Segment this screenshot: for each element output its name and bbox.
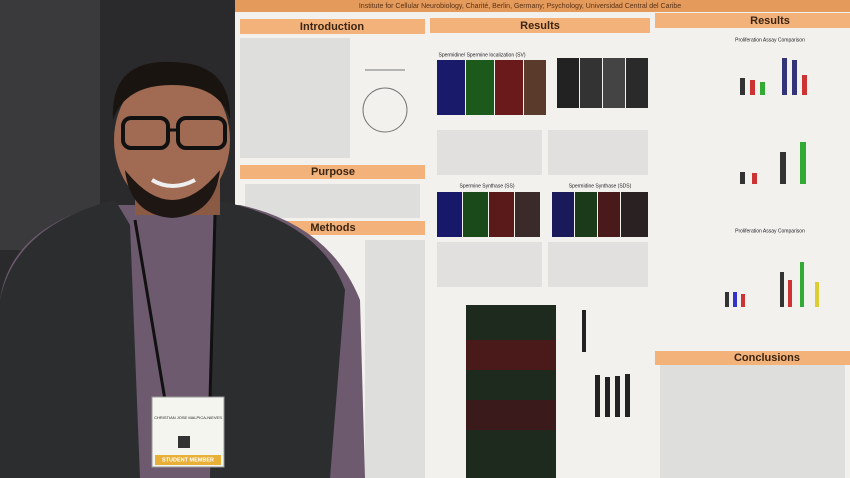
- poster-header-bar: [235, 0, 850, 12]
- badge-label: STUDENT MEMBER: [162, 457, 214, 463]
- poster-chart: [582, 58, 819, 417]
- poster-header: Institute for Cellular Neurobiology, Cha…: [359, 3, 681, 10]
- pathway-diagram: [362, 69, 408, 133]
- section-bar: [430, 18, 650, 33]
- background-panel: [0, 0, 100, 250]
- figure-title: Proliferation Assay Comparison: [735, 228, 805, 234]
- figure-title: Spermidine Synthase (SDS): [569, 183, 632, 189]
- figure-title: Spermine Synthase (SS): [459, 183, 514, 189]
- text-block: [240, 38, 845, 478]
- section-title: Results: [750, 15, 790, 27]
- person: [0, 61, 365, 478]
- badge-name: CHRISTIAN JOSE MALPICA-NIEVES: [154, 415, 222, 420]
- section-title: Introduction: [300, 21, 364, 33]
- section-title: Purpose: [311, 166, 355, 178]
- figure-title: Spermidine/ Spermine localization (SV): [439, 52, 526, 58]
- name-badge: [151, 396, 225, 468]
- section-bar: [655, 13, 850, 28]
- section-title: Results: [520, 20, 560, 32]
- section-title: Methods: [310, 222, 355, 234]
- section-bar: [655, 351, 850, 365]
- microscopy-images: [437, 58, 648, 478]
- section-title: Conclusions: [734, 352, 800, 364]
- section-bar: [240, 165, 425, 179]
- section-bar: [240, 19, 425, 34]
- figure-title: Proliferation Assay Comparison: [735, 37, 805, 43]
